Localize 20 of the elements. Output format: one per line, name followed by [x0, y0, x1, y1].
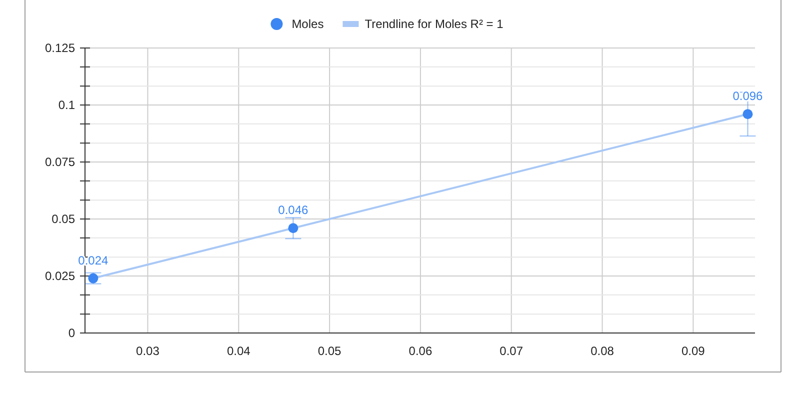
- point: [742, 109, 753, 120]
- x-tick-label: 0.08: [590, 344, 614, 358]
- point: [88, 273, 98, 284]
- data-label: 0.046: [278, 203, 309, 218]
- y-tick-label: 0.075: [44, 155, 76, 170]
- x-tick-label: 0.07: [500, 344, 524, 358]
- data-label: 0.096: [732, 89, 764, 104]
- x-tick-label: 0.04: [226, 344, 251, 358]
- y-tick-label: 0.025: [44, 269, 76, 284]
- y-tick-label: 0.1: [58, 98, 76, 112]
- legend-label: Moles: [292, 17, 324, 32]
- x-tick-label: 0.05: [318, 344, 342, 358]
- y-tick-label: 0.05: [52, 212, 76, 226]
- x-tick-label: 0.09: [682, 344, 706, 358]
- y-tick-label: 0.125: [44, 41, 76, 56]
- legend-label: Trendline for Moles R² = 1: [364, 17, 504, 32]
- point: [288, 223, 298, 234]
- x-tick-label: 0.03: [136, 344, 160, 358]
- x-tick-label: 0.06: [408, 344, 432, 358]
- y-tick-label: 0: [68, 326, 76, 340]
